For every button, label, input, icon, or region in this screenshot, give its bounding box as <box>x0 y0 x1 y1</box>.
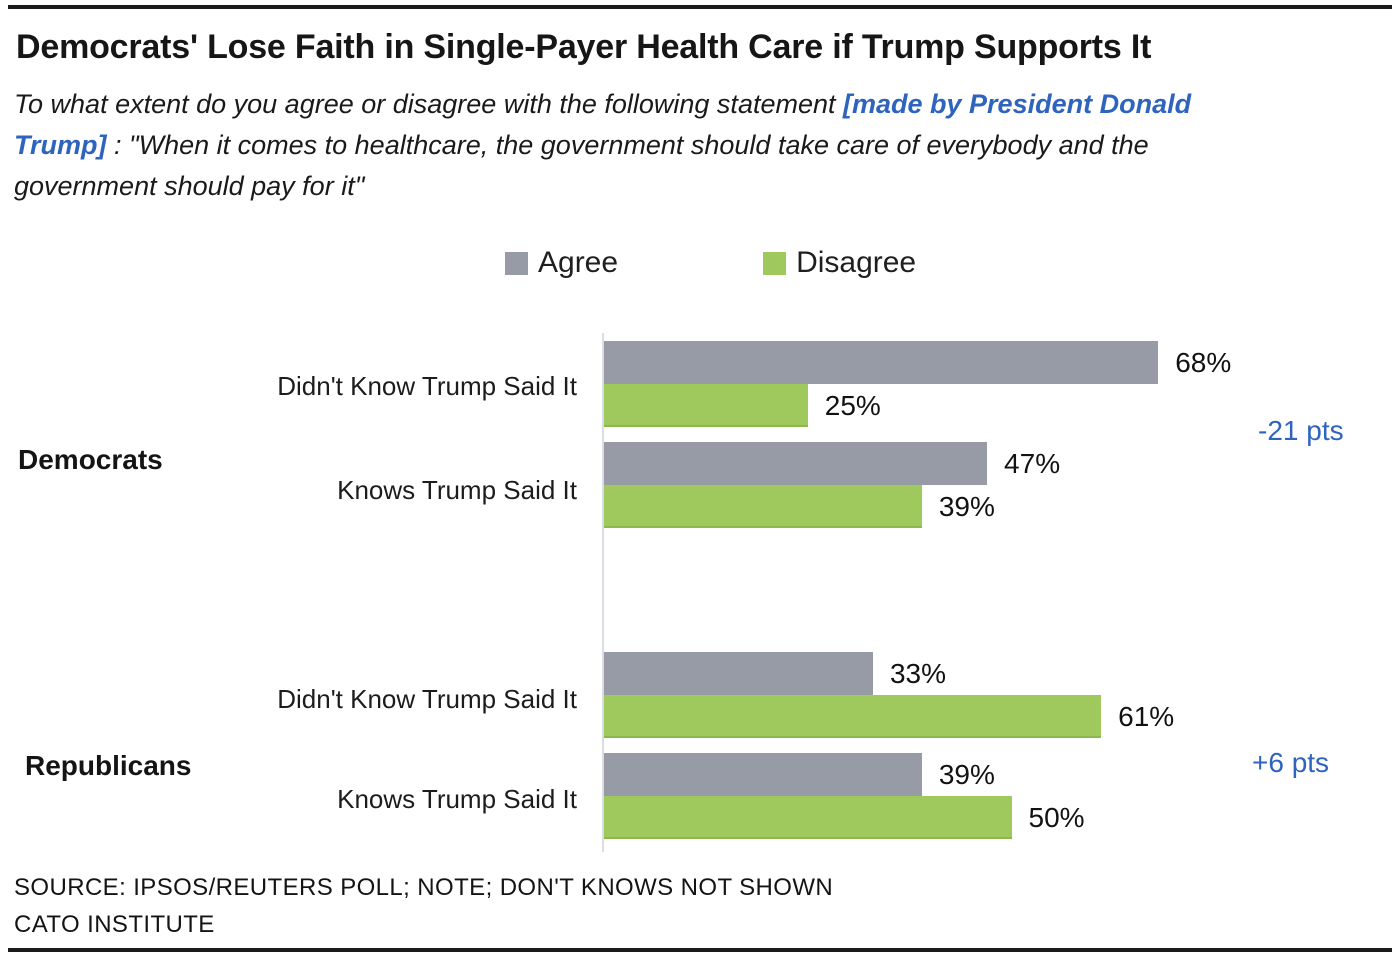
bottom-rule <box>8 948 1392 952</box>
category-label: Knows Trump Said It <box>337 784 577 814</box>
bar-value-label: 25% <box>824 389 881 421</box>
category-label: Didn't Know Trump Said It <box>277 684 577 714</box>
subtitle-highlight: Trump] <box>14 130 107 160</box>
disagree-bar <box>604 384 808 427</box>
subtitle-text: To what extent do you agree or disagree … <box>14 89 843 119</box>
subtitle-text: : "When it comes to healthcare, the gove… <box>106 130 1149 160</box>
agree-swatch-icon <box>505 251 528 275</box>
bar-row: 39% <box>604 753 995 796</box>
bar-value-label: 39% <box>938 758 995 790</box>
chart-subtitle: To what extent do you agree or disagree … <box>14 84 1374 207</box>
bar-value-label: 50% <box>1028 801 1085 833</box>
bar-row: 68% <box>604 341 1231 384</box>
bar-row: 39% <box>604 485 995 528</box>
bar-row: 47% <box>604 442 1060 485</box>
disagree-bar <box>604 485 922 528</box>
page-title: Democrats' Lose Faith in Single-Payer He… <box>16 28 1152 66</box>
category-label: Knows Trump Said It <box>337 475 577 505</box>
diff-annotation-democrats: -21 pts <box>1258 415 1344 446</box>
subtitle-text: government should pay for it" <box>14 171 365 201</box>
category-label: Didn't Know Trump Said It <box>277 371 577 401</box>
diff-annotation-republicans: +6 pts <box>1252 747 1330 778</box>
disagree-bar <box>604 796 1012 839</box>
legend-item-agree: Agree <box>505 246 618 280</box>
disagree-bar <box>604 695 1102 738</box>
legend-label-agree: Agree <box>538 246 619 279</box>
bar-value-label: 39% <box>938 490 995 522</box>
legend-item-disagree: Disagree <box>763 246 916 280</box>
bar-row: 50% <box>604 796 1085 839</box>
y-axis-line <box>602 333 604 852</box>
credit-line: CATO INSTITUTE <box>14 911 215 938</box>
top-rule <box>8 5 1392 9</box>
agree-bar <box>604 652 873 695</box>
group-label-democrats: Democrats <box>18 444 163 475</box>
source-line: SOURCE: IPSOS/REUTERS POLL; NOTE; DON'T … <box>14 874 834 901</box>
disagree-swatch-icon <box>763 251 787 275</box>
group-label-republicans: Republicans <box>25 750 192 781</box>
source-note: SOURCE: IPSOS/REUTERS POLL; NOTE; DON'T … <box>14 869 833 943</box>
legend: Agree Disagree <box>505 246 916 280</box>
bar-value-label: 33% <box>889 657 946 689</box>
subtitle-highlight: [made by President Donald <box>843 89 1192 119</box>
bar-row: 61% <box>604 695 1174 738</box>
legend-label-disagree: Disagree <box>796 246 917 279</box>
bar-value-label: 47% <box>1004 447 1061 479</box>
agree-bar <box>604 341 1159 384</box>
agree-bar <box>604 753 922 796</box>
agree-bar <box>604 442 988 485</box>
bar-value-label: 68% <box>1175 346 1232 378</box>
bar-value-label: 61% <box>1118 700 1175 732</box>
bar-row: 25% <box>604 384 881 427</box>
bar-row: 33% <box>604 652 946 695</box>
